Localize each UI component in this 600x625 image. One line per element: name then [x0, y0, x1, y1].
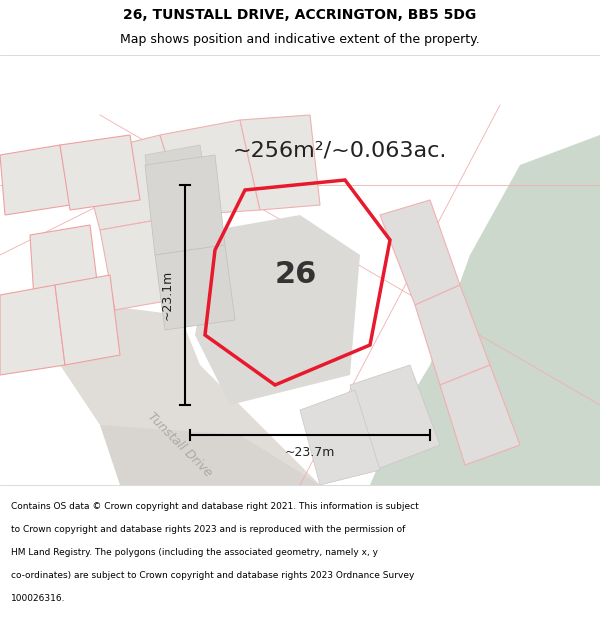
Polygon shape [380, 200, 460, 305]
Polygon shape [60, 135, 140, 210]
Polygon shape [55, 275, 120, 365]
Polygon shape [100, 215, 200, 310]
Polygon shape [415, 285, 490, 385]
Polygon shape [0, 285, 65, 375]
Text: Map shows position and indicative extent of the property.: Map shows position and indicative extent… [120, 33, 480, 46]
Text: 26: 26 [275, 260, 317, 289]
Polygon shape [160, 120, 260, 215]
Text: to Crown copyright and database rights 2023 and is reproduced with the permissio: to Crown copyright and database rights 2… [11, 525, 405, 534]
Polygon shape [100, 425, 320, 485]
Polygon shape [155, 245, 235, 330]
Polygon shape [60, 305, 320, 485]
Text: HM Land Registry. The polygons (including the associated geometry, namely x, y: HM Land Registry. The polygons (includin… [11, 548, 378, 557]
Polygon shape [145, 145, 215, 240]
Text: 26, TUNSTALL DRIVE, ACCRINGTON, BB5 5DG: 26, TUNSTALL DRIVE, ACCRINGTON, BB5 5DG [124, 8, 476, 22]
Polygon shape [0, 145, 70, 215]
Text: co-ordinates) are subject to Crown copyright and database rights 2023 Ordnance S: co-ordinates) are subject to Crown copyr… [11, 571, 414, 580]
Polygon shape [300, 390, 380, 485]
Polygon shape [145, 155, 225, 255]
Polygon shape [80, 135, 185, 230]
Polygon shape [30, 225, 100, 315]
Text: ~23.1m: ~23.1m [161, 270, 173, 320]
Text: 100026316.: 100026316. [11, 594, 65, 603]
Polygon shape [240, 115, 320, 210]
Text: ~256m²/~0.063ac.: ~256m²/~0.063ac. [233, 140, 447, 160]
Polygon shape [370, 135, 600, 485]
Text: ~23.7m: ~23.7m [285, 446, 335, 459]
Text: Tunstall Drive: Tunstall Drive [145, 410, 215, 480]
Polygon shape [440, 365, 520, 465]
Polygon shape [350, 365, 440, 470]
Text: Contains OS data © Crown copyright and database right 2021. This information is : Contains OS data © Crown copyright and d… [11, 502, 419, 511]
Polygon shape [195, 215, 360, 405]
